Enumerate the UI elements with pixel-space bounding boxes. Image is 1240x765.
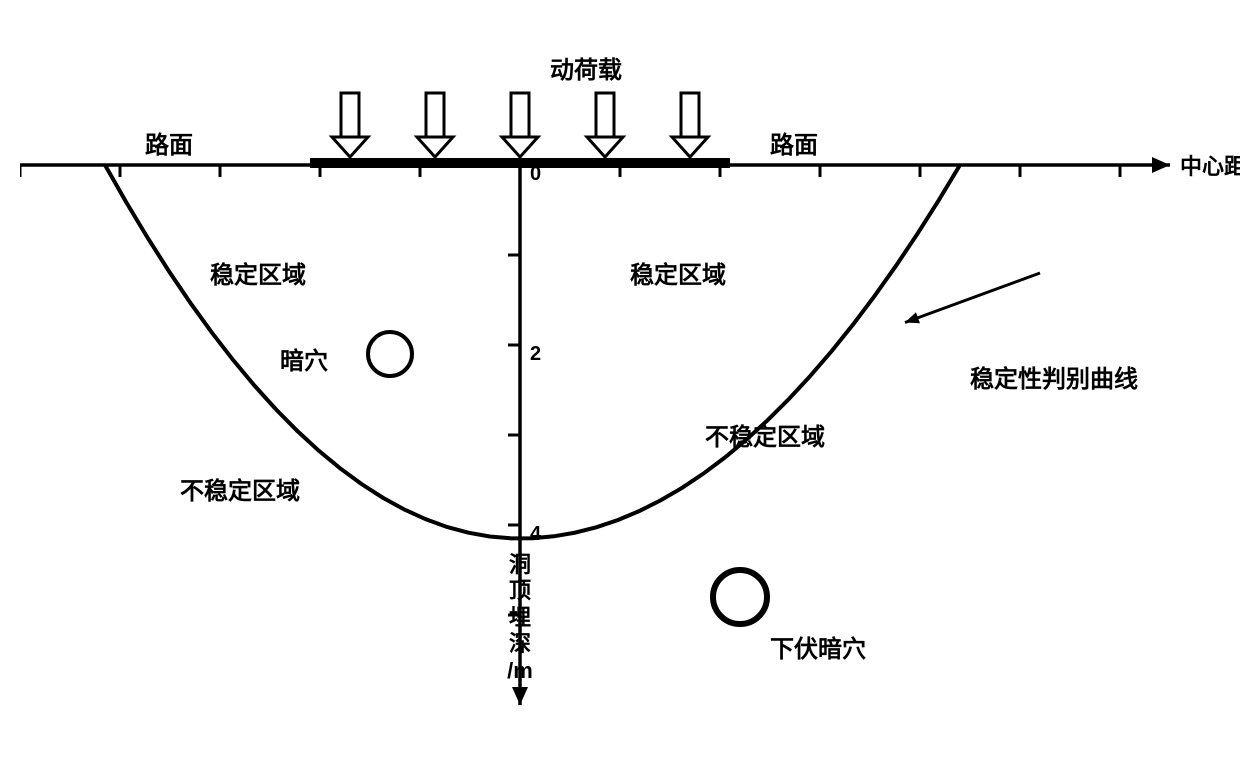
cavity-upper-label: 暗穴 bbox=[280, 341, 328, 376]
load-label: 动荷载 bbox=[550, 50, 622, 85]
road-label-left: 路面 bbox=[145, 125, 193, 160]
stability-diagram: 中心距/m024洞顶埋深/m路面路面动荷载稳定性判别曲线稳定区域稳定区域不稳定区… bbox=[20, 20, 1220, 745]
stable-label-1: 稳定区域 bbox=[630, 255, 726, 290]
road-label-right: 路面 bbox=[770, 125, 818, 160]
y-axis-label: 洞顶埋深/m bbox=[506, 552, 534, 684]
unstable-label-1: 不稳定区域 bbox=[705, 417, 825, 452]
y-tick-0: 0 bbox=[530, 163, 541, 186]
stable-label-0: 稳定区域 bbox=[210, 255, 306, 290]
unstable-label-0: 不稳定区域 bbox=[180, 471, 300, 506]
y-tick-2: 2 bbox=[530, 343, 541, 366]
y-tick-4: 4 bbox=[530, 523, 541, 546]
curve-label: 稳定性判别曲线 bbox=[970, 359, 1138, 394]
cavity-lower-label: 下伏暗穴 bbox=[770, 629, 866, 664]
x-axis-label: 中心距/m bbox=[1180, 149, 1240, 181]
